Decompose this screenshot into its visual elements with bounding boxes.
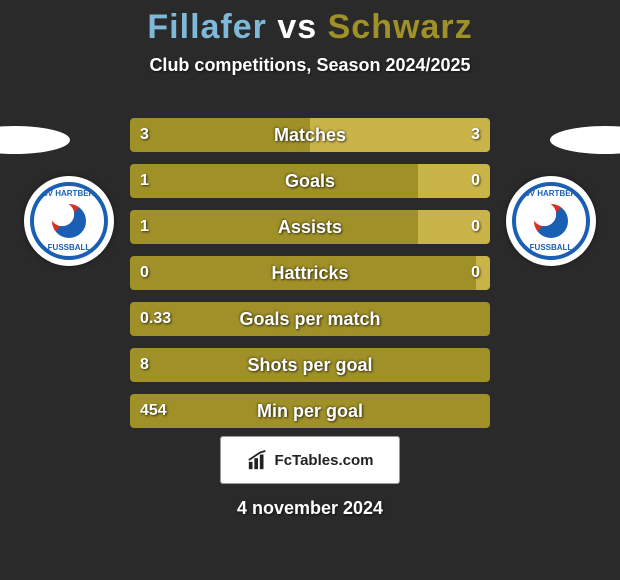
player2-silhouette: [550, 126, 620, 154]
bar-seg-left: [130, 256, 476, 290]
title-vs: vs: [277, 8, 317, 46]
bar-seg-left: [130, 302, 490, 336]
club-ball-icon: [50, 202, 88, 240]
brand-box: FcTables.com: [220, 436, 400, 484]
bar-seg-left: [130, 348, 490, 382]
club-text-bottom: FUSSBALL: [34, 244, 104, 252]
comparison-bars: 33Matches 10Goals 10Assists 00Hattricks 0.33…: [130, 118, 490, 440]
brand-text: FcTables.com: [275, 452, 374, 469]
title-player1: Fillafer: [147, 8, 266, 46]
bar-row: 00Hattricks: [130, 256, 490, 290]
bar-seg-right: [418, 210, 490, 244]
date-text: 4 november 2024: [0, 498, 620, 519]
club-badge-left: TSV HARTBERG FUSSBALL: [24, 176, 114, 266]
club-text-bottom: FUSSBALL: [516, 244, 586, 252]
bar-seg-right: [418, 164, 490, 198]
bar-row: 33Matches: [130, 118, 490, 152]
bar-seg-right: [476, 256, 490, 290]
club-text-top: TSV HARTBERG: [516, 190, 586, 198]
bar-row: 454Min per goal: [130, 394, 490, 428]
bar-seg-left: [130, 394, 490, 428]
club-badge-inner: TSV HARTBERG FUSSBALL: [30, 182, 108, 260]
club-badge-inner: TSV HARTBERG FUSSBALL: [512, 182, 590, 260]
bar-row: 10Assists: [130, 210, 490, 244]
bar-seg-left: [130, 210, 418, 244]
title-player2: Schwarz: [328, 8, 473, 46]
bar-seg-left: [130, 164, 418, 198]
club-ball-icon: [532, 202, 570, 240]
club-text-top: TSV HARTBERG: [34, 190, 104, 198]
subtitle: Club competitions, Season 2024/2025: [0, 55, 620, 76]
page-title: Fillafer vs Schwarz: [0, 0, 620, 47]
bar-seg-left: [130, 118, 310, 152]
player1-silhouette: [0, 126, 70, 154]
bar-row: 10Goals: [130, 164, 490, 198]
bar-seg-right: [310, 118, 490, 152]
chart-icon: [247, 449, 269, 471]
bar-row: 8Shots per goal: [130, 348, 490, 382]
bar-row: 0.33Goals per match: [130, 302, 490, 336]
club-badge-right: TSV HARTBERG FUSSBALL: [506, 176, 596, 266]
